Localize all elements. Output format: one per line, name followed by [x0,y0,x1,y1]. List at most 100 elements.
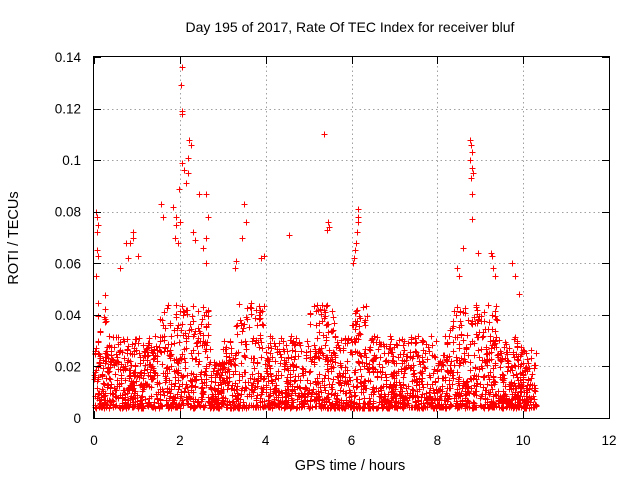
data-point [94,385,101,392]
data-point [230,371,237,378]
data-point [421,394,428,401]
data-point [108,352,115,359]
data-point [192,237,199,244]
data-point [247,304,254,311]
data-point [453,354,460,361]
data-point [455,404,462,411]
data-point [352,310,359,317]
data-point [350,322,357,329]
data-point [420,338,427,345]
data-point [408,364,415,371]
data-point [514,356,521,363]
data-point [97,329,104,336]
data-point [174,332,181,339]
data-point [148,344,155,351]
data-point [378,384,385,391]
data-point [267,350,274,357]
data-point [468,175,475,182]
data-point [138,369,145,376]
data-point [416,358,423,365]
data-point [119,394,126,401]
data-point [97,355,104,362]
data-point [206,361,213,368]
data-point [144,357,151,364]
data-point [163,365,170,372]
data-point [481,404,488,411]
data-point [195,308,202,315]
data-point [510,372,517,379]
data-point [528,347,535,354]
data-point [124,390,131,397]
data-point [531,396,538,403]
data-point [105,365,112,372]
data-point [235,349,242,356]
data-point [238,322,245,329]
data-point [317,384,324,391]
data-point [200,338,207,345]
data-point [164,364,171,371]
data-point [422,365,429,372]
data-point [371,388,378,395]
data-point [366,401,373,408]
data-point [318,345,325,352]
data-point [443,357,450,364]
data-point [352,339,359,346]
data-point [447,327,454,334]
data-point [145,372,152,379]
data-point [377,385,384,392]
data-point [233,386,240,393]
data-point [497,374,504,381]
data-point [164,348,171,355]
data-point [179,374,186,381]
data-point [313,390,320,397]
data-point [114,358,121,365]
data-point [457,400,464,407]
data-point [107,361,114,368]
data-point [292,377,299,384]
data-point [173,214,180,221]
data-point [322,404,329,411]
data-point [122,399,129,406]
data-point [237,317,244,324]
data-point [323,334,330,341]
data-point [357,379,364,386]
data-point [263,349,270,356]
data-point [131,382,138,389]
data-point [330,376,337,383]
data-point [288,395,295,402]
data-point [475,250,482,257]
data-point [418,370,425,377]
data-point [220,346,227,353]
data-point [126,375,133,382]
data-point [321,382,328,389]
data-point [205,321,212,328]
data-point [281,348,288,355]
data-point [528,355,535,362]
data-point [375,346,382,353]
data-point [102,354,109,361]
data-point [454,304,461,311]
data-point [424,404,431,411]
data-point [313,403,320,410]
data-point [180,332,187,339]
y-tick-label: 0 [73,411,81,426]
data-point [467,137,474,144]
data-point [356,323,363,330]
data-point [405,340,412,347]
data-point [265,356,272,363]
data-point [202,348,209,355]
data-point [234,390,241,397]
data-point [282,398,289,405]
data-point [524,382,531,389]
data-point [172,374,179,381]
data-point [109,397,116,404]
data-point [176,186,183,193]
data-point [218,387,225,394]
data-point [529,371,536,378]
data-point [391,402,398,409]
data-point [370,400,377,407]
data-point [252,315,259,322]
data-point [288,404,295,411]
data-point [395,354,402,361]
data-point [494,317,501,324]
